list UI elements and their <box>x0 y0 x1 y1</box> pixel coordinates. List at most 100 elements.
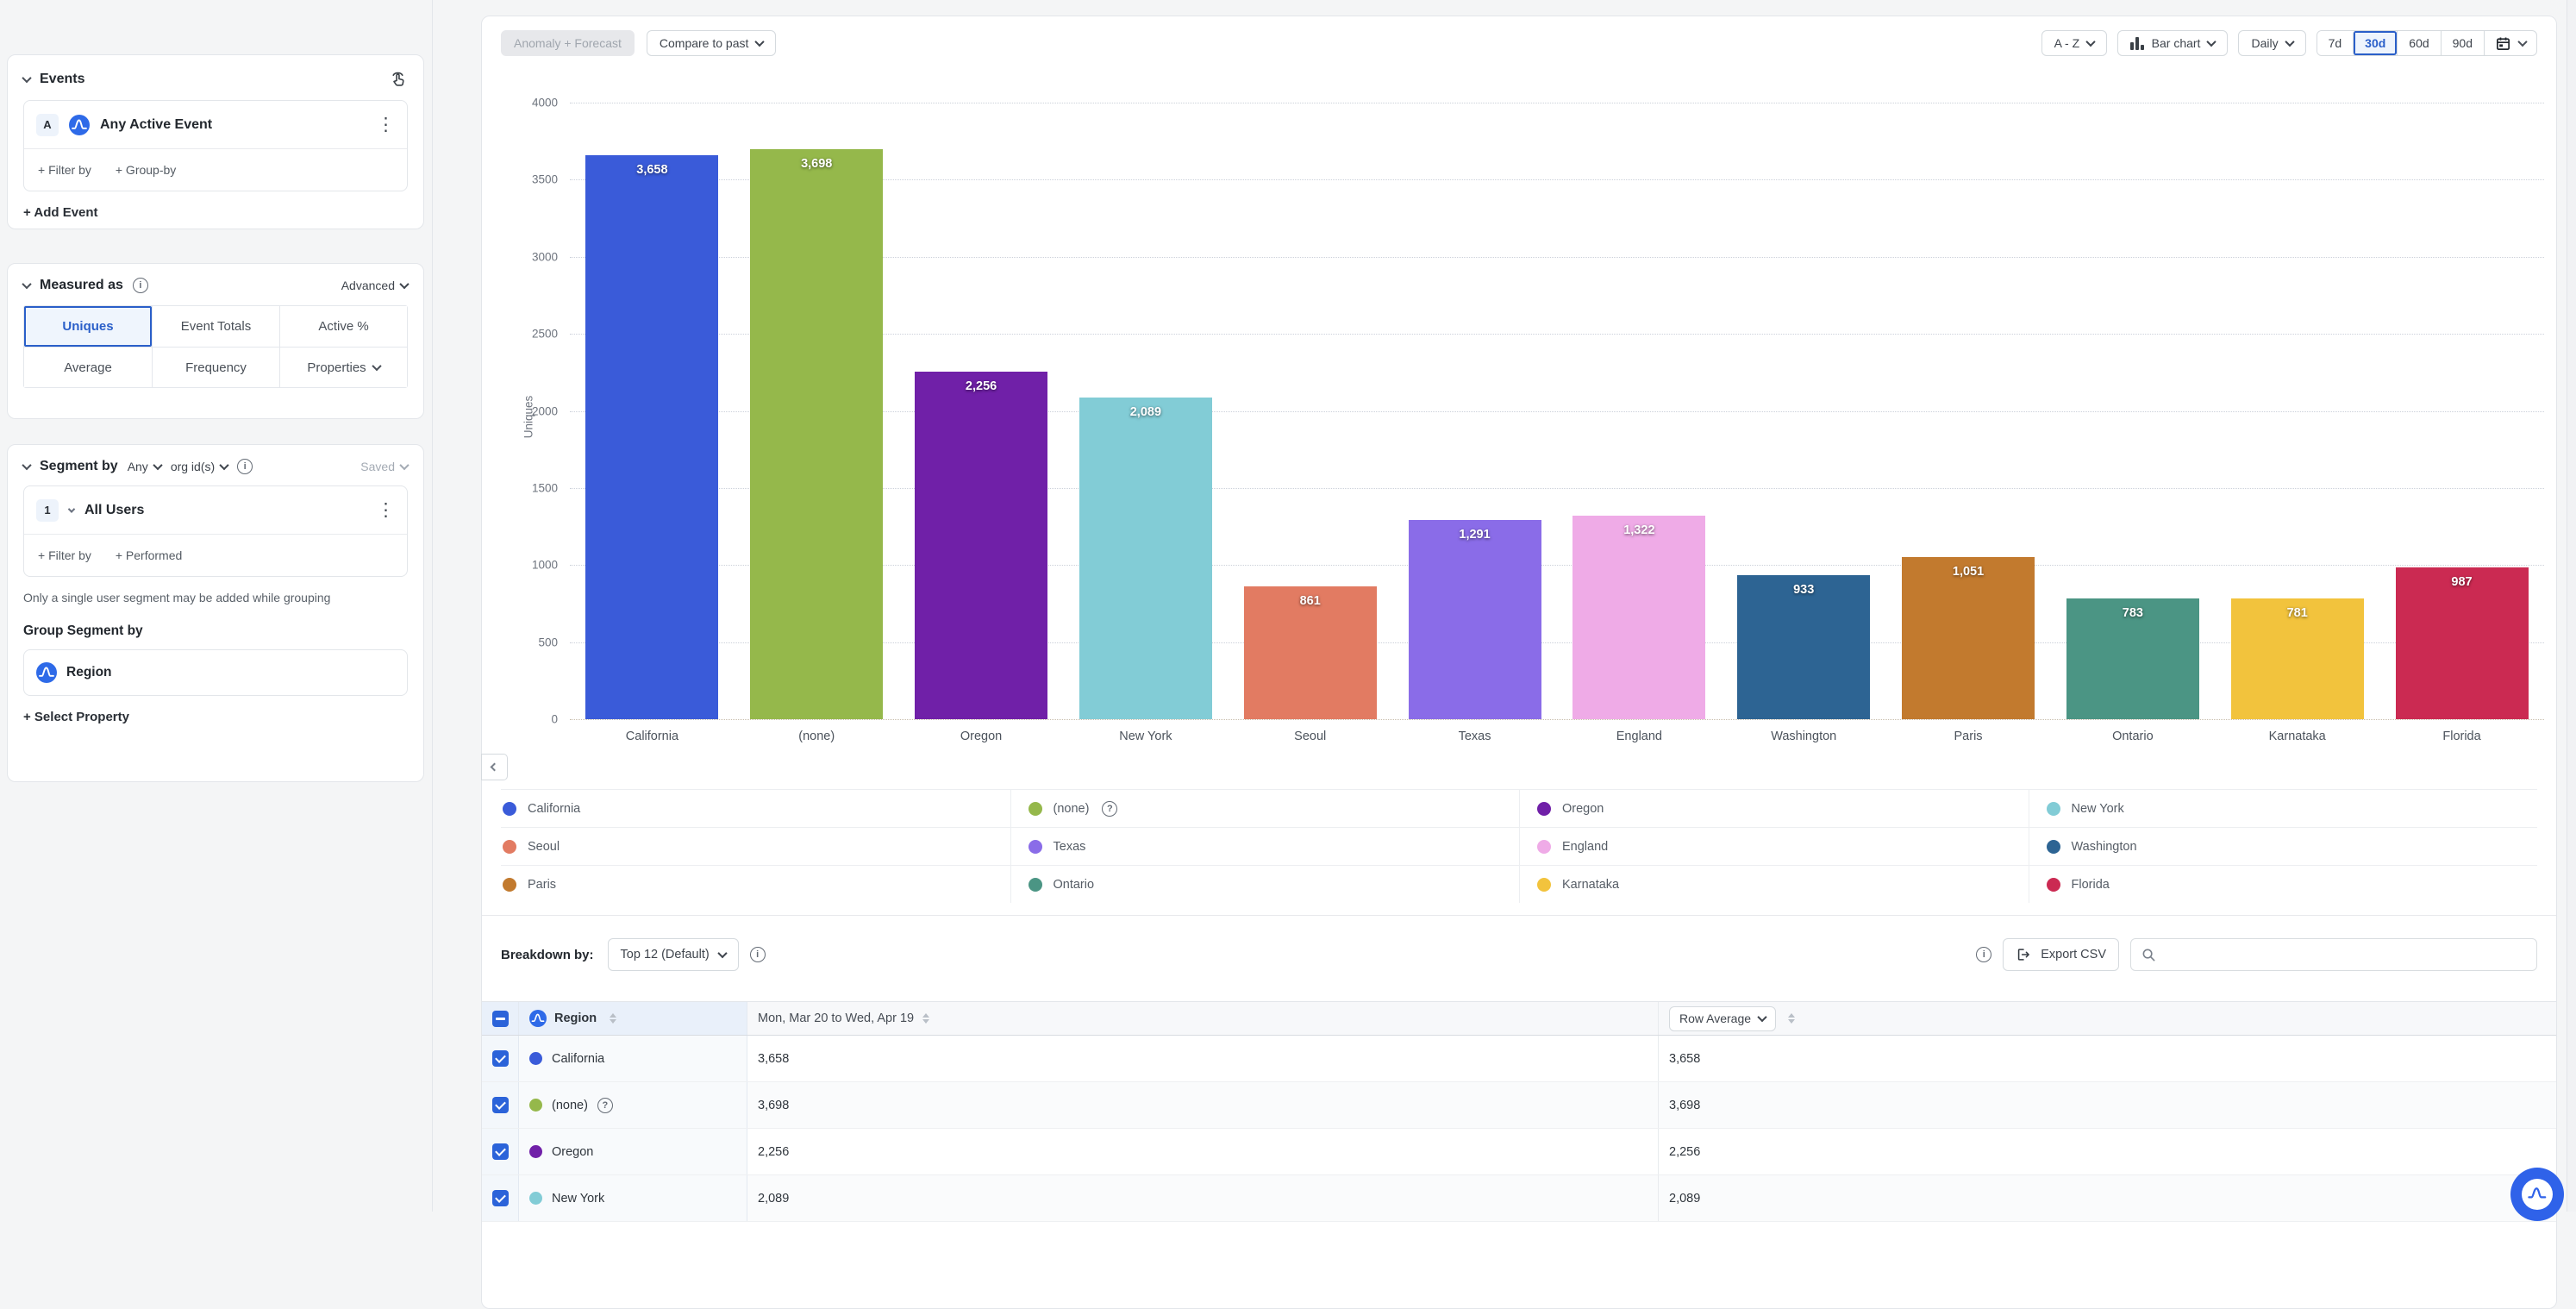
kebab-icon[interactable]: ⋮ <box>377 116 395 134</box>
anomaly-forecast-button[interactable]: Anomaly + Forecast <box>501 30 635 56</box>
row-average-dropdown[interactable]: Row Average <box>1669 1006 1776 1031</box>
export-csv-button[interactable]: Export CSV <box>2003 938 2119 971</box>
legend-item[interactable]: Oregon <box>1519 789 2029 827</box>
row-checkbox[interactable] <box>482 1175 519 1221</box>
segment-performed-button[interactable]: + Performed <box>116 548 182 562</box>
search-icon <box>2141 948 2156 962</box>
row-checkbox[interactable] <box>482 1036 519 1081</box>
interval-dropdown[interactable]: Daily <box>2238 30 2305 56</box>
legend-item[interactable]: England <box>1519 827 2029 865</box>
legend-item[interactable]: Texas <box>1010 827 1520 865</box>
measured-option-active-[interactable]: Active % <box>279 306 407 347</box>
collapse-panel-button[interactable] <box>481 754 508 780</box>
compare-to-past-dropdown[interactable]: Compare to past <box>647 30 777 56</box>
measured-option-event-totals[interactable]: Event Totals <box>152 306 279 347</box>
bar-oregon[interactable]: 2,256 <box>915 372 1047 719</box>
row-region-cell[interactable]: California <box>519 1036 747 1081</box>
any-dropdown[interactable]: Any <box>128 460 161 473</box>
bar-new-york[interactable]: 2,089 <box>1079 398 1212 719</box>
legend-item[interactable]: Karnataka <box>1519 865 2029 903</box>
date-column-header[interactable]: Mon, Mar 20 to Wed, Apr 19 <box>747 1002 1659 1035</box>
add-event-button[interactable]: + Add Event <box>23 205 98 220</box>
saved-dropdown[interactable]: Saved <box>360 460 408 473</box>
bar-california[interactable]: 3,658 <box>585 155 718 719</box>
checkbox-icon <box>492 1143 509 1160</box>
breakdown-top-dropdown[interactable]: Top 12 (Default) <box>608 938 739 971</box>
sort-icon[interactable] <box>922 1013 929 1024</box>
range-7d[interactable]: 7d <box>2317 31 2354 55</box>
measured-option-uniques[interactable]: Uniques <box>24 306 152 347</box>
legend-item[interactable]: Paris <box>501 865 1010 903</box>
bar-ontario[interactable]: 783 <box>2066 598 2199 719</box>
measured-option-frequency[interactable]: Frequency <box>152 347 279 387</box>
legend-item[interactable]: New York <box>2029 789 2538 827</box>
segment-filter-by-button[interactable]: + Filter by <box>38 548 91 562</box>
segment-note: Only a single user segment may be added … <box>23 591 408 604</box>
help-icon[interactable]: ? <box>597 1098 613 1113</box>
bar-washington[interactable]: 933 <box>1737 575 1870 719</box>
chart-type-dropdown[interactable]: Bar chart <box>2117 30 2228 56</box>
bar-paris[interactable]: 1,051 <box>1902 557 2035 719</box>
range-60d[interactable]: 60d <box>2397 31 2440 55</box>
info-icon[interactable]: i <box>750 947 766 962</box>
chevron-down-icon[interactable] <box>22 279 31 289</box>
calendar-icon <box>2495 35 2511 52</box>
row-region-cell[interactable]: Oregon <box>519 1129 747 1174</box>
select-property-button[interactable]: + Select Property <box>23 710 129 724</box>
help-icon[interactable]: ? <box>1102 801 1117 817</box>
sort-icon[interactable] <box>1788 1013 1795 1024</box>
range-30d[interactable]: 30d <box>2353 31 2397 55</box>
row-region-cell[interactable]: New York <box>519 1175 747 1221</box>
range-90d[interactable]: 90d <box>2441 31 2484 55</box>
sort-icon[interactable] <box>610 1013 616 1024</box>
select-all-checkbox[interactable] <box>482 1002 519 1035</box>
event-name[interactable]: Any Active Event <box>100 117 212 133</box>
org-id-dropdown[interactable]: org id(s) <box>171 460 228 473</box>
legend-item[interactable]: Seoul <box>501 827 1010 865</box>
bar-texas[interactable]: 1,291 <box>1409 520 1541 719</box>
info-icon[interactable]: i <box>1976 947 1991 962</box>
bar-england[interactable]: 1,322 <box>1572 516 1705 719</box>
info-icon[interactable]: i <box>133 278 148 293</box>
tap-pointer-icon[interactable] <box>388 69 408 89</box>
row-region-cell[interactable]: (none)? <box>519 1082 747 1128</box>
region-column-header[interactable]: Region <box>519 1002 747 1035</box>
chevron-down-icon <box>2517 37 2527 47</box>
chevron-down-icon[interactable] <box>22 460 31 470</box>
search-input[interactable] <box>2163 948 2526 961</box>
bar-florida[interactable]: 987 <box>2396 567 2529 719</box>
chevron-down-icon[interactable] <box>22 72 31 82</box>
table-search[interactable] <box>2130 938 2537 971</box>
advanced-dropdown[interactable]: Advanced <box>341 279 408 292</box>
legend-item[interactable]: Florida <box>2029 865 2538 903</box>
legend-item[interactable]: (none)? <box>1010 789 1520 827</box>
bar-karnataka[interactable]: 781 <box>2231 598 2364 719</box>
info-icon[interactable]: i <box>237 459 253 474</box>
group-property-box[interactable]: Region <box>23 649 408 696</box>
bar-seoul[interactable]: 861 <box>1244 586 1377 719</box>
group-by-button[interactable]: + Group-by <box>116 163 176 177</box>
legend-color-dot <box>1029 878 1042 892</box>
measured-option-properties[interactable]: Properties <box>279 347 407 387</box>
segment-item[interactable]: 1 All Users ⋮ + Filter by + Performed <box>23 485 408 577</box>
legend-item[interactable]: Washington <box>2029 827 2538 865</box>
x-axis-category-label: Oregon <box>899 730 1064 743</box>
kebab-icon[interactable]: ⋮ <box>377 501 395 519</box>
region-name: New York <box>552 1192 604 1206</box>
scrollbar[interactable] <box>2567 0 2576 1212</box>
row-checkbox[interactable] <box>482 1129 519 1174</box>
event-item[interactable]: A Any Active Event ⋮ + Filter by + Group… <box>23 100 408 191</box>
row-checkbox[interactable] <box>482 1082 519 1128</box>
chevron-down-icon[interactable] <box>68 505 75 512</box>
measured-option-average[interactable]: Average <box>24 347 152 387</box>
bar--none-[interactable]: 3,698 <box>750 149 883 719</box>
calendar-dropdown[interactable] <box>2484 31 2536 55</box>
measured-as-title: Measured as <box>40 278 123 293</box>
legend-item[interactable]: California <box>501 789 1010 827</box>
sort-dropdown[interactable]: A - Z <box>2041 30 2108 56</box>
amplitude-assistant-button[interactable] <box>2510 1168 2564 1221</box>
filter-by-button[interactable]: + Filter by <box>38 163 91 177</box>
segment-name[interactable]: All Users <box>84 503 144 518</box>
legend-item[interactable]: Ontario <box>1010 865 1520 903</box>
